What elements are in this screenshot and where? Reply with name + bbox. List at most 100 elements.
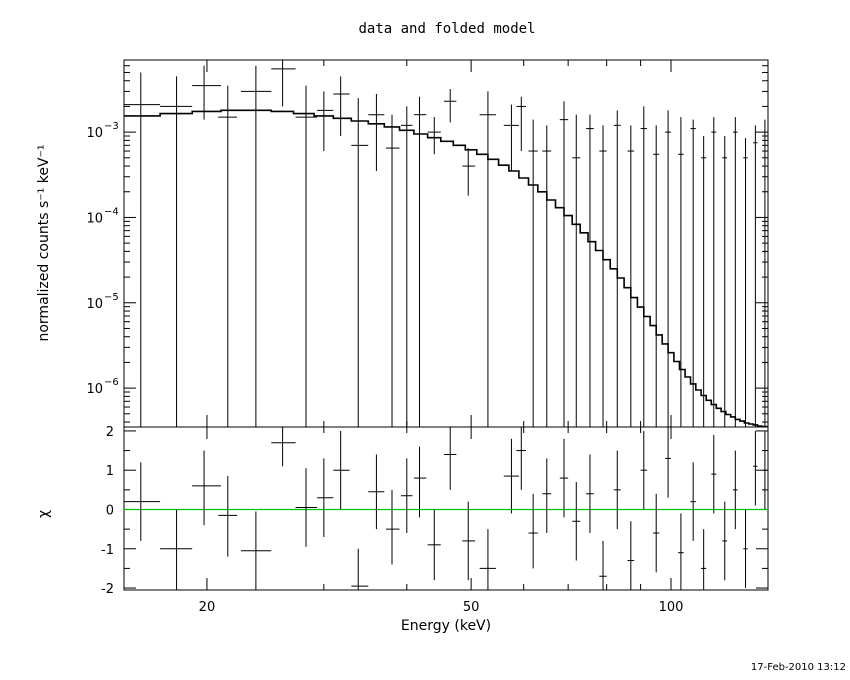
data-point (586, 114, 594, 427)
x-tick-labels: 20 50 100 (199, 600, 684, 615)
data-point (333, 76, 350, 137)
data-point (640, 106, 647, 427)
residual-point (271, 427, 296, 467)
residual-point (368, 454, 385, 530)
data-point (559, 101, 569, 427)
residual-point (333, 430, 350, 510)
residual-point (733, 450, 738, 530)
bottom-panel-ticks (124, 427, 768, 590)
data-point (413, 96, 427, 427)
y-axis-label-top: normalized counts s⁻¹ keV⁻¹ (36, 144, 52, 341)
data-point (542, 125, 552, 427)
y-tick-label: 10 (86, 211, 103, 226)
data-point (711, 117, 717, 427)
data-point (613, 110, 621, 427)
top-panel: 10−610−510−410−3 (86, 59, 769, 428)
residual-point (240, 511, 272, 590)
residual-point (665, 427, 671, 498)
y-tick-label: 10 (86, 126, 103, 141)
residual-point (711, 434, 717, 514)
data-point (160, 76, 193, 427)
residual-point (503, 438, 519, 514)
y-tick-label: 0 (106, 503, 114, 518)
y-tick-exponent: −3 (104, 121, 119, 132)
data-point (479, 91, 496, 427)
residual-point (678, 513, 684, 590)
data-point (722, 136, 728, 427)
residual-point (722, 501, 728, 581)
residual-point (762, 430, 767, 510)
y-tick-exponent: −6 (104, 377, 119, 388)
data-point (733, 117, 738, 427)
data-point (762, 119, 767, 427)
data-point (599, 125, 607, 427)
data-point (516, 96, 527, 152)
model-curve (124, 109, 768, 428)
residual-point (572, 481, 581, 561)
residual-point (385, 489, 400, 565)
x-tick-label: 50 (463, 600, 480, 615)
data-point (351, 98, 369, 427)
residual-point (413, 446, 427, 518)
y-tick-label: 10 (86, 382, 103, 397)
y-tick-label: -1 (101, 543, 114, 558)
residual-point (479, 529, 496, 590)
residual-point (753, 430, 758, 506)
residual-point (160, 509, 193, 590)
y-tick-label: 10 (86, 297, 103, 312)
data-point (271, 60, 296, 107)
residual-point (192, 450, 222, 526)
timestamp: 17-Feb-2010 13:12 (751, 662, 846, 673)
y-tick-exponent: −5 (104, 292, 119, 303)
residual-point (599, 540, 607, 590)
data-point (572, 114, 581, 427)
y-tick-label: 2 (106, 425, 114, 440)
residual-point (443, 427, 457, 490)
residual-point (542, 458, 552, 534)
residual-point (690, 462, 696, 541)
residual-point (559, 438, 569, 518)
y-tick-label: -2 (101, 582, 114, 597)
data-point (295, 85, 318, 427)
residual-point (400, 458, 413, 534)
residual-point (701, 529, 707, 590)
residual-point (586, 454, 594, 534)
residual-point (528, 493, 538, 569)
data-point (385, 114, 400, 427)
data-point (690, 119, 696, 427)
model-step-curve (124, 109, 768, 428)
data-point (665, 110, 671, 427)
residual-point (640, 430, 647, 510)
data-point (627, 125, 635, 427)
residual-point (427, 509, 441, 581)
top-panel-frame (123, 59, 769, 428)
x-tick-label: 20 (199, 600, 216, 615)
data-point (427, 117, 441, 155)
residual-point (124, 462, 161, 541)
x-tick-label: 100 (659, 600, 684, 615)
residual-point (743, 509, 748, 589)
data-point (192, 65, 222, 120)
y-axis-label-bottom: χ (36, 510, 52, 518)
data-point (678, 117, 684, 427)
residual-error-bars (124, 427, 767, 590)
data-point (317, 91, 334, 152)
residual-point (218, 476, 238, 557)
bottom-panel: -2 -1 0 1 2 20 50 100 (101, 425, 769, 615)
x-axis-label: Energy (keV) (401, 618, 491, 634)
bottom-panel-frame (123, 426, 769, 591)
data-point (124, 72, 161, 427)
data-point (218, 85, 238, 427)
residual-point (653, 493, 660, 573)
residual-point (613, 450, 621, 530)
data-point (443, 89, 457, 123)
data-point (400, 106, 413, 427)
data-error-bars (124, 60, 767, 427)
data-point (753, 125, 758, 427)
data-point (240, 65, 272, 427)
residual-point (516, 427, 527, 490)
bottom-panel-y-tick-labels: -2 -1 0 1 2 (101, 425, 114, 597)
y-tick-label: 1 (106, 464, 114, 479)
residual-point (295, 468, 318, 547)
